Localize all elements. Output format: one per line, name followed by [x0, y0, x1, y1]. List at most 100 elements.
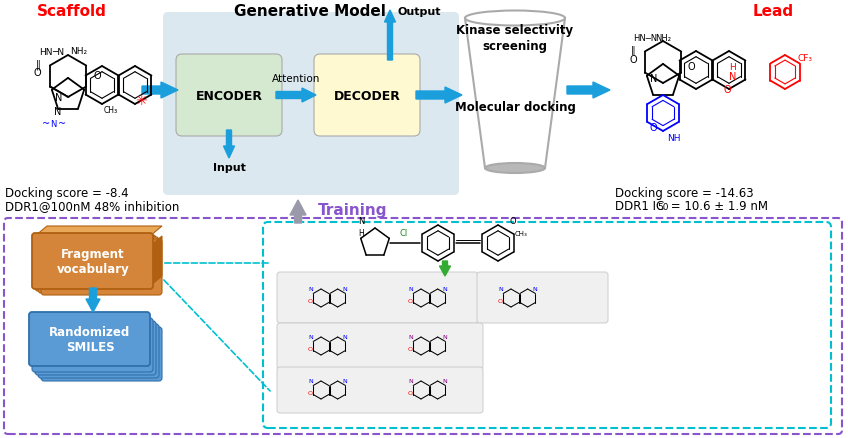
Text: Output: Output — [398, 7, 442, 17]
FancyBboxPatch shape — [35, 236, 156, 291]
Text: = 10.6 ± 1.9 nM: = 10.6 ± 1.9 nM — [667, 200, 768, 212]
Polygon shape — [465, 19, 565, 169]
Text: N: N — [408, 334, 413, 339]
Text: N: N — [498, 286, 503, 291]
Polygon shape — [290, 201, 306, 223]
Text: N: N — [408, 378, 413, 383]
Text: DECODER: DECODER — [333, 89, 400, 102]
FancyBboxPatch shape — [29, 312, 150, 366]
Text: O: O — [308, 390, 313, 395]
Text: NH: NH — [667, 134, 680, 143]
Text: H: H — [729, 63, 736, 72]
Polygon shape — [567, 83, 610, 99]
Text: DDR1@100nM 48% inhibition: DDR1@100nM 48% inhibition — [5, 200, 180, 212]
Text: Scaffold: Scaffold — [37, 4, 107, 19]
Text: ✳: ✳ — [135, 94, 147, 108]
Polygon shape — [439, 261, 450, 276]
Text: Fragment
vocabulary: Fragment vocabulary — [57, 247, 130, 276]
FancyBboxPatch shape — [277, 272, 478, 323]
Text: CF₃: CF₃ — [797, 54, 812, 63]
Text: CH₃: CH₃ — [515, 230, 527, 237]
Text: N: N — [54, 107, 61, 117]
Polygon shape — [86, 288, 100, 312]
FancyBboxPatch shape — [41, 327, 162, 381]
Text: O: O — [723, 85, 731, 95]
FancyBboxPatch shape — [32, 318, 153, 372]
Text: N: N — [729, 72, 736, 82]
FancyBboxPatch shape — [38, 324, 159, 378]
Text: O: O — [408, 346, 413, 351]
Polygon shape — [276, 89, 316, 103]
Text: NH₂: NH₂ — [70, 47, 87, 56]
FancyBboxPatch shape — [32, 233, 153, 290]
Text: NH₂: NH₂ — [655, 34, 671, 43]
Text: N: N — [408, 286, 413, 291]
Text: ‖: ‖ — [36, 59, 41, 69]
Text: N: N — [308, 378, 313, 383]
Polygon shape — [35, 226, 162, 237]
Text: N: N — [442, 286, 447, 291]
Polygon shape — [142, 83, 178, 99]
Text: N: N — [358, 216, 365, 226]
Text: Docking score = -14.63: Docking score = -14.63 — [615, 187, 754, 200]
Text: ─N: ─N — [52, 48, 64, 57]
Text: N: N — [308, 334, 313, 339]
Text: Cl: Cl — [400, 229, 408, 237]
Text: Lead: Lead — [752, 4, 794, 19]
Text: HN: HN — [39, 48, 53, 57]
FancyBboxPatch shape — [35, 321, 156, 375]
FancyBboxPatch shape — [277, 367, 483, 413]
Text: N: N — [342, 286, 347, 291]
Polygon shape — [150, 237, 162, 286]
Polygon shape — [384, 11, 395, 61]
FancyBboxPatch shape — [176, 55, 282, 137]
FancyBboxPatch shape — [41, 240, 162, 295]
Text: Randomized
SMILES: Randomized SMILES — [49, 325, 131, 353]
Text: N: N — [650, 74, 657, 84]
Text: O: O — [34, 68, 42, 78]
Polygon shape — [416, 88, 462, 104]
Text: O: O — [308, 298, 313, 303]
Text: N: N — [532, 286, 537, 291]
Text: ENCODER: ENCODER — [196, 89, 263, 102]
Text: O: O — [408, 298, 413, 303]
Text: O: O — [630, 55, 638, 65]
Text: N: N — [342, 378, 347, 383]
FancyBboxPatch shape — [163, 13, 459, 195]
Text: HN─N: HN─N — [633, 34, 657, 43]
Text: O: O — [687, 62, 695, 72]
Text: O: O — [649, 123, 656, 133]
Text: N: N — [442, 378, 447, 383]
Text: Docking score = -8.4: Docking score = -8.4 — [5, 187, 129, 200]
Text: Generative Model: Generative Model — [234, 4, 386, 19]
Text: N: N — [342, 334, 347, 339]
Polygon shape — [224, 131, 235, 159]
FancyBboxPatch shape — [277, 323, 483, 369]
Text: CH₃: CH₃ — [104, 106, 118, 115]
Text: Attention: Attention — [272, 74, 321, 84]
Text: N: N — [308, 286, 313, 291]
Text: Molecular docking: Molecular docking — [455, 101, 576, 114]
Text: O: O — [308, 346, 313, 351]
Text: O: O — [498, 298, 503, 303]
FancyBboxPatch shape — [477, 272, 608, 323]
Ellipse shape — [485, 164, 545, 173]
FancyBboxPatch shape — [38, 237, 159, 293]
Text: N: N — [442, 334, 447, 339]
Ellipse shape — [465, 11, 565, 26]
Text: H: H — [358, 229, 364, 237]
Text: Input: Input — [213, 162, 245, 173]
Text: O: O — [408, 390, 413, 395]
Text: 50: 50 — [657, 202, 668, 212]
Text: ‖: ‖ — [631, 46, 635, 55]
Text: DDR1 IC: DDR1 IC — [615, 200, 664, 212]
Text: N: N — [55, 93, 63, 103]
Text: N: N — [50, 120, 56, 129]
Text: ~: ~ — [42, 119, 50, 129]
Text: Training: Training — [318, 203, 388, 218]
FancyBboxPatch shape — [314, 55, 420, 137]
Text: Kinase selectivity
screening: Kinase selectivity screening — [456, 24, 573, 53]
Text: ~: ~ — [58, 119, 66, 129]
Text: O: O — [94, 71, 102, 81]
Text: O: O — [510, 216, 516, 226]
